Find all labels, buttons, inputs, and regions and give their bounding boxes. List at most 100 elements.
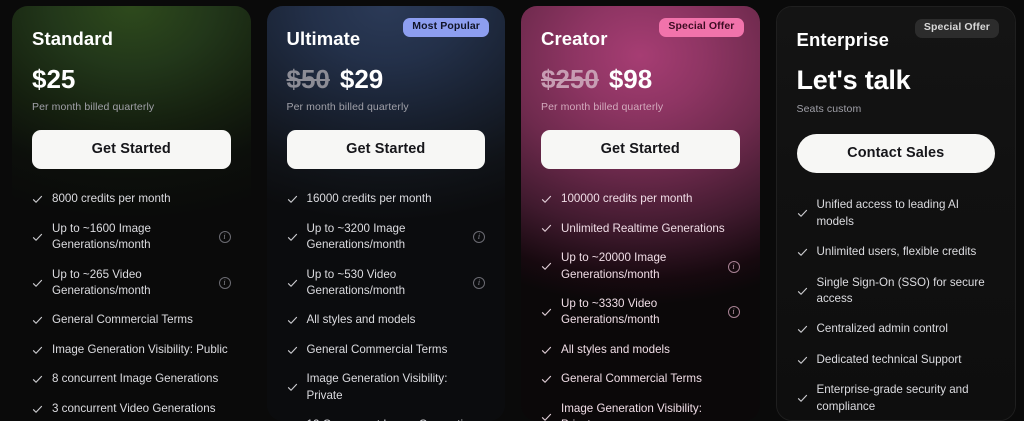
plan-card-inner: Special Offer Creator $250 $98 Per month bil… xyxy=(541,18,744,421)
feature-label: 8 concurrent Image Generations xyxy=(52,372,219,386)
feature-item: 16000 credits per month xyxy=(287,191,486,207)
feature-label: Image Generation Visibility: Private xyxy=(306,372,448,402)
feature-item: 8 concurrent Image Generations xyxy=(32,371,231,387)
check-icon xyxy=(32,315,43,326)
feature-label: 3 concurrent Video Generations xyxy=(52,401,216,415)
feature-label: Enterprise-grade security and compliance xyxy=(816,383,969,413)
check-icon xyxy=(287,194,298,205)
plan-billing-note: Seats custom xyxy=(796,103,862,116)
plan-price-original: $250 xyxy=(541,64,599,95)
plan-price-row: $250 $98 xyxy=(541,66,740,92)
feature-item: 100000 credits per month xyxy=(541,191,740,207)
check-icon xyxy=(32,232,43,243)
plan-badge-creator: Special Offer xyxy=(659,18,744,37)
check-icon xyxy=(32,345,43,356)
check-icon xyxy=(541,345,552,356)
info-icon[interactable]: i xyxy=(473,277,485,289)
feature-label: Centralized admin control xyxy=(816,322,948,336)
plan-title-ultimate: Ultimate xyxy=(286,28,361,49)
check-icon xyxy=(541,261,552,272)
plan-feature-list: Unified access to leading AI models Unlim… xyxy=(797,197,996,420)
check-icon xyxy=(797,324,808,335)
plan-card-creator: Special Offer Creator $250 $98 Per month bil… xyxy=(521,6,760,421)
check-icon xyxy=(287,315,298,326)
feature-item: 3 concurrent Video Generations xyxy=(32,401,231,417)
feature-label: General Commercial Terms xyxy=(52,313,193,327)
plan-billing-note: Per month billed quarterly xyxy=(32,101,155,114)
check-icon xyxy=(287,345,298,356)
info-icon[interactable]: i xyxy=(727,306,740,319)
feature-item: Image Generation Visibility: Public xyxy=(32,342,231,358)
feature-item: Image Generation Visibility: Private xyxy=(287,371,486,404)
feature-item: 12 Concurrent Image Generations xyxy=(287,417,486,421)
feature-item: All styles and models xyxy=(541,342,740,358)
plan-card-standard: Standard $25 Per month billed quarterly Get… xyxy=(12,6,251,421)
feature-label: Up to ~3200 Image Generations/month xyxy=(306,221,406,252)
feature-item: Up to ~3330 Video Generations/month i xyxy=(541,296,740,329)
feature-label: Unlimited users, flexible credits xyxy=(816,245,977,259)
plan-price-current: $98 xyxy=(608,64,653,95)
info-icon[interactable]: i xyxy=(218,231,231,244)
plan-cta-enterprise[interactable]: Contact Sales xyxy=(796,134,995,174)
plan-price-current: $29 xyxy=(339,64,384,95)
check-icon xyxy=(287,278,298,289)
info-icon[interactable]: i xyxy=(218,277,231,289)
feature-label: Unlimited Realtime Generations xyxy=(561,221,725,235)
plan-badge-enterprise: Special Offer xyxy=(914,19,999,38)
feature-label: Up to ~3330 Video Generations/month xyxy=(561,297,660,327)
check-icon xyxy=(541,307,552,318)
feature-label: Up to ~20000 Image Generations/month xyxy=(561,251,667,281)
plan-price-original: $50 xyxy=(286,64,330,95)
check-icon xyxy=(541,374,552,385)
check-icon xyxy=(541,194,552,205)
feature-item: Single Sign-On (SSO) for secure access xyxy=(797,275,996,308)
check-icon xyxy=(797,247,808,258)
plan-card-inner: Most Popular Ultimate $50 $29 Per month bill… xyxy=(286,18,489,421)
feature-label: Unified access to leading AI models xyxy=(816,198,959,228)
feature-item: Unlimited Realtime Generations xyxy=(541,221,740,237)
feature-label: General Commercial Terms xyxy=(561,372,702,386)
check-icon xyxy=(32,278,43,289)
plan-feature-list: 8000 credits per month Up to ~1600 Image … xyxy=(32,191,231,421)
feature-item: Unlimited users, flexible credits xyxy=(797,244,996,260)
plan-price-current: $25 xyxy=(32,64,76,95)
feature-item: Up to ~265 Video Generations/month i xyxy=(32,267,231,300)
info-icon[interactable]: i xyxy=(473,231,485,244)
feature-item: General Commercial Terms xyxy=(287,342,486,358)
feature-item: Centralized admin control xyxy=(797,321,996,337)
plan-card-inner: Standard $25 Per month billed quarterly Get… xyxy=(32,28,231,421)
feature-label: Up to ~265 Video Generations/month xyxy=(52,267,151,297)
plan-billing-note: Per month billed quarterly xyxy=(541,101,664,114)
plan-feature-list: 16000 credits per month Up to ~3200 Image… xyxy=(287,191,486,421)
check-icon xyxy=(287,232,298,243)
plan-cta-creator[interactable]: Get Started xyxy=(541,130,740,170)
plan-price-row: $25 xyxy=(32,66,231,92)
check-icon xyxy=(287,382,298,393)
feature-item: Up to ~530 Video Generations/month i xyxy=(287,267,485,300)
plan-cta-standard[interactable]: Get Started xyxy=(32,130,231,170)
feature-item: Image Generation Visibility: Private xyxy=(541,401,740,421)
check-icon xyxy=(541,412,552,421)
feature-label: All styles and models xyxy=(561,342,670,356)
feature-label: 8000 credits per month xyxy=(52,192,171,206)
plan-card-inner: Special Offer Enterprise Let's talk Seats c… xyxy=(796,19,999,420)
check-icon xyxy=(797,286,808,297)
feature-label: Dedicated technical Support xyxy=(816,352,962,366)
info-icon[interactable]: i xyxy=(727,260,740,273)
plan-price-current: Let's talk xyxy=(796,65,911,96)
plan-card-enterprise: Special Offer Enterprise Let's talk Seats c… xyxy=(775,6,1016,421)
check-icon xyxy=(32,404,43,415)
plan-price-row: $50 $29 xyxy=(287,66,486,92)
plan-billing-note: Per month billed quarterly xyxy=(286,101,409,114)
feature-item: Unified access to leading AI models xyxy=(797,197,996,230)
plan-badge-ultimate: Most Popular xyxy=(403,18,489,37)
plan-cta-ultimate[interactable]: Get Started xyxy=(286,130,485,170)
feature-label: 16000 credits per month xyxy=(306,192,432,206)
plan-card-ultimate: Most Popular Ultimate $50 $29 Per month bill… xyxy=(266,6,505,421)
plan-title-standard: Standard xyxy=(32,28,113,49)
feature-item: All styles and models xyxy=(287,312,486,328)
feature-item: Enterprise-grade security and compliance xyxy=(797,382,996,415)
feature-item: Dedicated technical Support xyxy=(797,352,996,368)
feature-item: General Commercial Terms xyxy=(32,312,231,328)
check-icon xyxy=(797,355,808,366)
